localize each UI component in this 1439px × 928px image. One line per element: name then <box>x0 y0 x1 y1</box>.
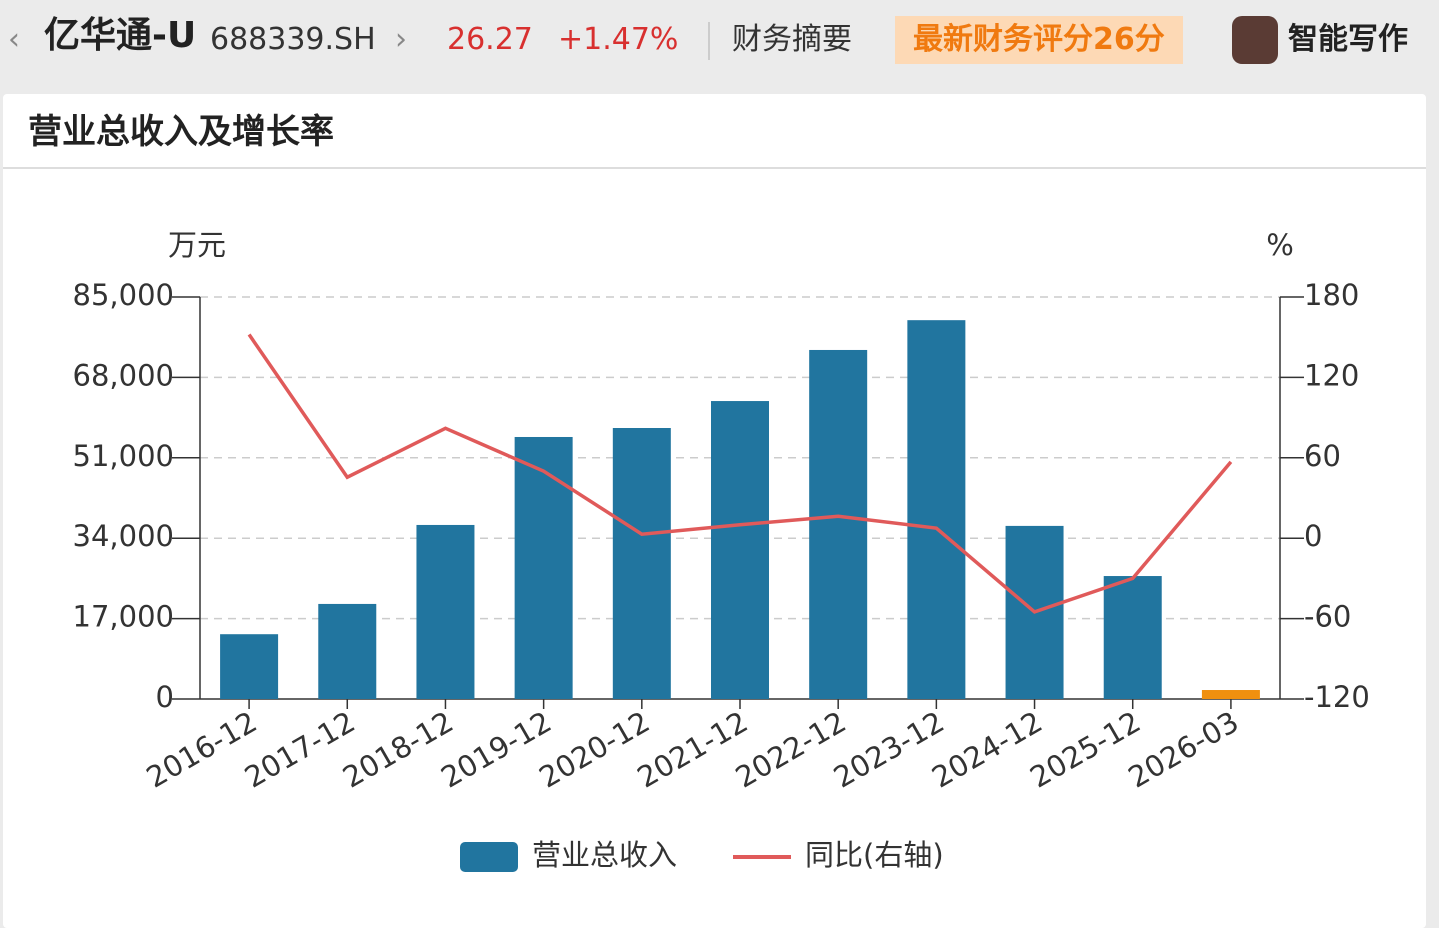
tab[interactable]: 财务摘要 <box>732 22 852 57</box>
price: 26.27 <box>447 22 533 57</box>
y2-tick-label: 0 <box>1304 519 1322 553</box>
ai-writer[interactable]: 智能写作 <box>1288 22 1408 57</box>
x-tick-label: 2026-03 <box>1122 705 1244 795</box>
back-arrow[interactable]: ‹ <box>8 22 20 57</box>
y2-tick-label: 120 <box>1304 358 1359 392</box>
y2-tick-label: 60 <box>1304 439 1341 473</box>
stock-code: 688339.SH <box>210 22 376 57</box>
y-tick-label: 0 <box>156 680 174 714</box>
bar <box>318 603 377 699</box>
header: ‹ 亿华通-U 688339.SH › 26.27 +1.47% 财务摘要 最新… <box>0 0 1439 88</box>
bar <box>907 320 966 699</box>
avatar[interactable] <box>1232 16 1278 64</box>
x-tick-label: 2016-12 <box>141 705 263 795</box>
x-tick-label: 2019-12 <box>435 705 557 795</box>
y2-unit: % <box>1266 228 1294 262</box>
divider <box>708 22 710 60</box>
x-tick-label: 2022-12 <box>730 705 852 795</box>
x-tick-label: 2021-12 <box>632 705 754 795</box>
line <box>247 333 1233 614</box>
bar <box>514 436 573 699</box>
legend-swatch <box>460 842 518 872</box>
legend-label: 营业总收入 <box>532 838 677 872</box>
y2-tick-label: -120 <box>1304 680 1370 714</box>
panel-title: 营业总收入及增长率 <box>28 112 334 152</box>
x-tick-label: 2024-12 <box>926 705 1048 795</box>
bar <box>1103 576 1162 699</box>
score-badge[interactable]: 最新财务评分26分 <box>895 16 1183 64</box>
forward-arrow[interactable]: › <box>395 22 407 57</box>
bar <box>416 524 475 699</box>
y-tick-label: 17,000 <box>73 600 174 634</box>
y-tick-label: 85,000 <box>73 278 174 312</box>
legend-label: 同比(右轴) <box>805 838 944 872</box>
y-tick-label: 51,000 <box>73 439 174 473</box>
x-tick-label: 2020-12 <box>533 705 655 795</box>
y-tick-label: 34,000 <box>73 519 174 553</box>
y2-tick-label: -60 <box>1304 600 1351 634</box>
change: +1.47% <box>558 22 679 57</box>
bar <box>220 634 279 699</box>
x-tick-label: 2018-12 <box>337 705 459 795</box>
bar <box>809 349 868 699</box>
y2-tick-label: 180 <box>1304 278 1359 312</box>
x-tick-label: 2023-12 <box>828 705 950 795</box>
bar <box>711 401 769 699</box>
bar <box>612 428 671 699</box>
separator <box>3 167 1426 169</box>
y-unit: 万元 <box>168 228 226 262</box>
stock-name: 亿华通-U <box>44 15 197 56</box>
x-tick-label: 2025-12 <box>1024 705 1146 795</box>
y-tick-label: 68,000 <box>73 358 174 392</box>
bar <box>1201 690 1260 699</box>
x-tick-label: 2017-12 <box>239 705 361 795</box>
